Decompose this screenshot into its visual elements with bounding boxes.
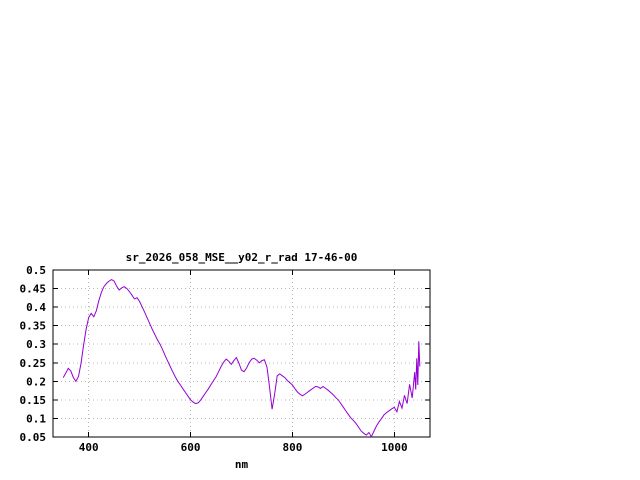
x-tick-label: 600: [181, 441, 201, 454]
y-tick-label: 0.35: [20, 320, 47, 333]
y-tick-label: 0.25: [20, 357, 47, 370]
y-tick-label: 0.1: [26, 412, 46, 425]
y-tick-label: 0.4: [26, 301, 46, 314]
x-tick-label: 400: [79, 441, 99, 454]
y-tick-label: 0.5: [26, 264, 46, 277]
series-line: [62, 279, 421, 438]
y-tick-label: 0.05: [20, 431, 47, 444]
y-tick-label: 0.3: [26, 338, 46, 351]
y-tick-label: 0.45: [20, 283, 47, 296]
x-axis-label: nm: [234, 458, 249, 471]
plot-border: [52, 269, 431, 438]
y-tick-label: 0.15: [20, 394, 47, 407]
chart-title: sr_2026_058_MSE__y02_r_rad 17-46-00: [125, 251, 358, 264]
x-tick-label: 1000: [381, 441, 408, 454]
y-tick-label: 0.2: [26, 375, 46, 388]
x-tick-label: 800: [283, 441, 303, 454]
